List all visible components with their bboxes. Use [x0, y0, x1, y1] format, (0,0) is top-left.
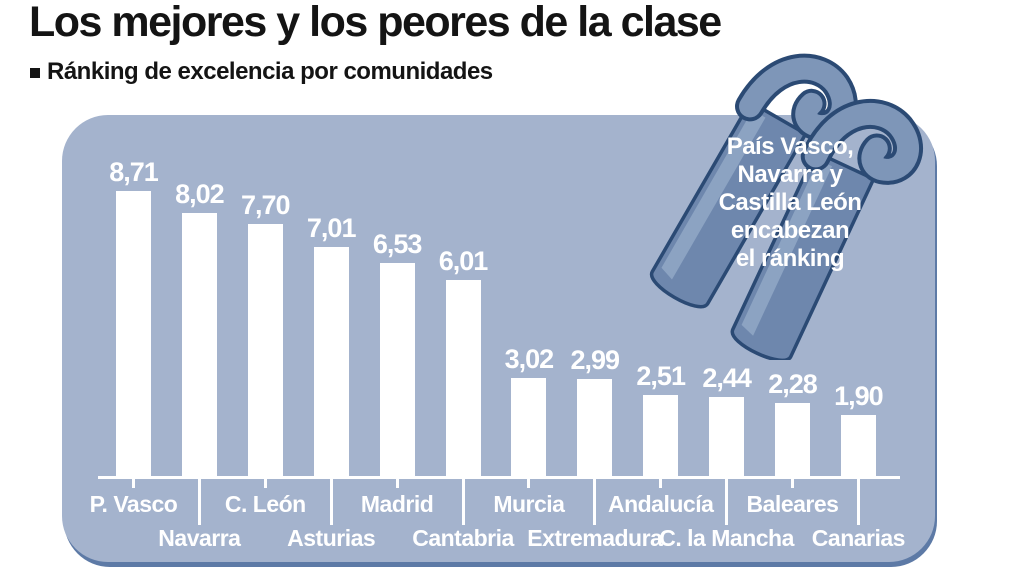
- value-label: 7,70: [241, 190, 291, 220]
- bar-Navarra: [181, 213, 217, 478]
- axis-label-C. la Mancha: C. la Mancha: [659, 525, 794, 551]
- value-label: 2,51: [636, 361, 686, 391]
- annotation-line: el ránking: [735, 245, 845, 272]
- axis-leader-line: [725, 478, 729, 525]
- value-label: 2,44: [702, 363, 752, 393]
- annotation-line: Navarra y: [737, 161, 843, 188]
- x-axis-line: [98, 476, 900, 479]
- bar-Murcia: [511, 378, 547, 478]
- bar-Andalucía: [643, 395, 679, 478]
- axis-label-Extremadura: Extremadura: [527, 525, 663, 551]
- axis-label-Andalucía: Andalucía: [607, 491, 714, 517]
- axis-label-C. León: C. León: [224, 491, 306, 517]
- books-icon: [650, 53, 923, 360]
- axis-label-Madrid: Madrid: [360, 491, 434, 517]
- bar-Baleares: [775, 403, 810, 478]
- value-label: 7,01: [306, 213, 357, 243]
- axis-tick: [659, 478, 663, 488]
- book-left-icon: [650, 53, 858, 309]
- bar-C. León: [247, 224, 283, 478]
- value-label: 6,53: [372, 229, 423, 259]
- axis-leader-line: [593, 478, 597, 525]
- axis-label-Canarias: Canarias: [811, 525, 906, 551]
- bar-Extremadura: [577, 379, 613, 478]
- axis-label-Cantabria: Cantabria: [412, 525, 514, 551]
- axis-leader-line: [856, 478, 860, 525]
- axis-leader-line: [461, 478, 465, 525]
- value-label: 2,28: [768, 369, 818, 399]
- value-label: 1,90: [834, 381, 884, 411]
- bar-Madrid: [379, 263, 415, 478]
- annotation-callout: País Vasco, Navarra y Castilla León encabez…: [678, 133, 902, 273]
- value-label: 8,71: [109, 157, 159, 187]
- book-right-icon: [730, 99, 923, 360]
- bar-Canarias: [840, 415, 876, 478]
- chart-subtitle: Ránking de excelencia por comunidades: [47, 58, 493, 85]
- annotation-line: Castilla León: [718, 189, 862, 216]
- value-label: 6,01: [438, 246, 489, 276]
- value-label: 3,02: [504, 344, 555, 374]
- axis-leader-line: [197, 478, 201, 525]
- axis-label-P. Vasco: P. Vasco: [89, 491, 178, 517]
- value-label: 8,02: [175, 179, 225, 209]
- annotation-line: País Vasco,: [726, 133, 854, 160]
- axis-tick: [395, 478, 399, 488]
- bullet-square-icon: [30, 68, 40, 78]
- page-title: Los mejores y los peores de la clase: [29, 0, 722, 46]
- subtitle-row: Ránking de excelencia por comunidades: [30, 58, 493, 86]
- axis-leader-line: [329, 478, 333, 525]
- value-label: 2,99: [570, 345, 621, 375]
- axis-tick: [527, 478, 531, 488]
- axis-label-Murcia: Murcia: [493, 491, 565, 517]
- bar-Asturias: [313, 247, 349, 478]
- axis-tick: [263, 478, 267, 488]
- bar-C. la Mancha: [709, 397, 745, 478]
- axis-label-Asturias: Asturias: [287, 525, 376, 551]
- bar-P. Vasco: [116, 191, 151, 478]
- axis-tick: [791, 478, 794, 488]
- axis-tick: [132, 478, 135, 488]
- axis-label-Navarra: Navarra: [158, 525, 241, 551]
- axis-label-Baleares: Baleares: [746, 491, 839, 517]
- bar-Cantabria: [445, 280, 481, 478]
- annotation-line: encabezan: [730, 217, 850, 244]
